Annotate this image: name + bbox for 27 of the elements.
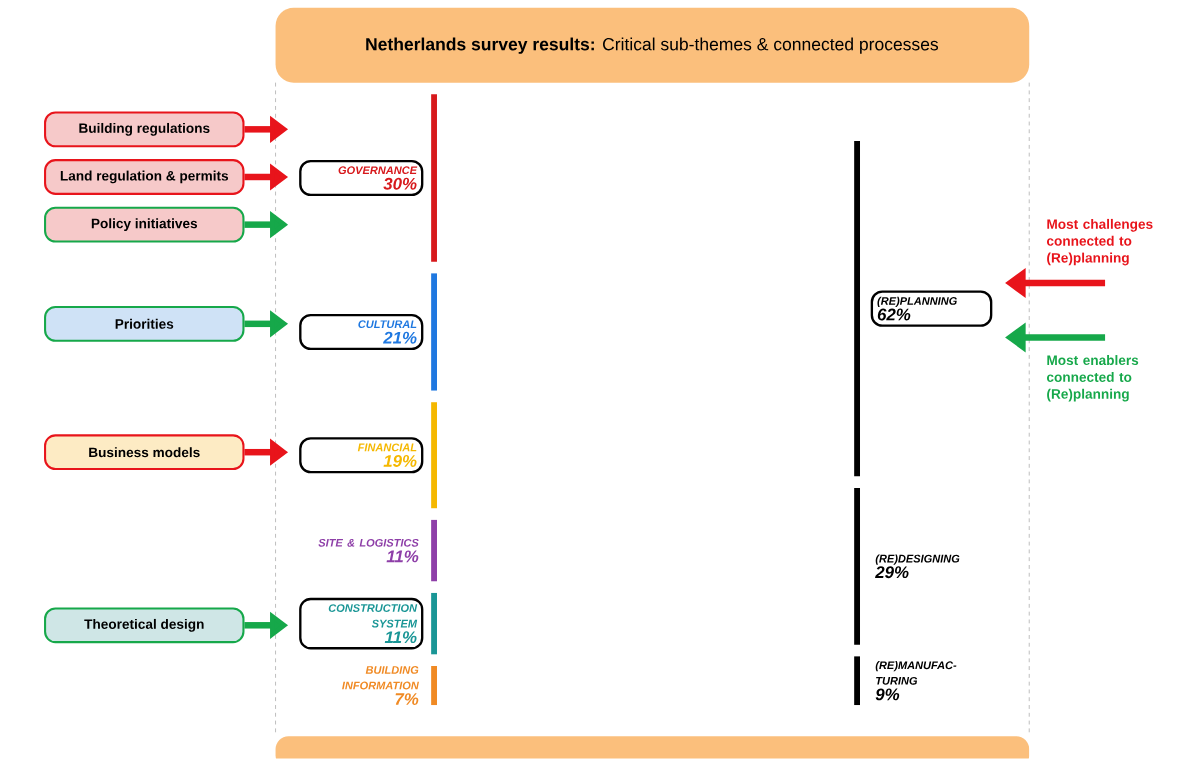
text: Priorities (115, 319, 174, 330)
data-label: 30% (383, 178, 417, 190)
data-label: 21% (383, 331, 417, 344)
category-label: (RE)MANUFAC-TURING (875, 661, 957, 685)
data-label: 62% (877, 308, 911, 321)
text: Building regulations (79, 123, 210, 136)
category-label: FINANCIAL (357, 443, 417, 452)
text: Land regulation & permits (60, 170, 229, 184)
category-label: CONSTRUCTION SYSTEM (328, 604, 418, 628)
text: Theoretical design (84, 619, 204, 632)
data-label: 29% (875, 566, 909, 579)
data-label: 11% (386, 550, 419, 563)
data-label: 19% (383, 455, 417, 468)
category-label: BUILDING INFORMATION (342, 666, 419, 690)
text: Policy initiatives (91, 218, 198, 232)
data-label: 11% (384, 631, 417, 644)
data-label: 9% (875, 688, 900, 701)
text: Business models (89, 447, 200, 458)
category-label: CULTURAL (358, 320, 417, 329)
text: Most enablers connected to (Re)planning (1046, 355, 1139, 402)
text: Most challenges connected to (Re)planning (1046, 219, 1153, 266)
category-label: (RE)PLANNING (877, 296, 957, 308)
category-label: (RE)DESIGNING (875, 554, 960, 565)
category-label: SITE & LOGISTICS (318, 539, 419, 547)
text: Netherlands survey results: Critical sub-themes & connected processes (366, 37, 939, 55)
data-label: 7% (395, 693, 419, 706)
category-label: GOVERNANCE (338, 166, 418, 175)
